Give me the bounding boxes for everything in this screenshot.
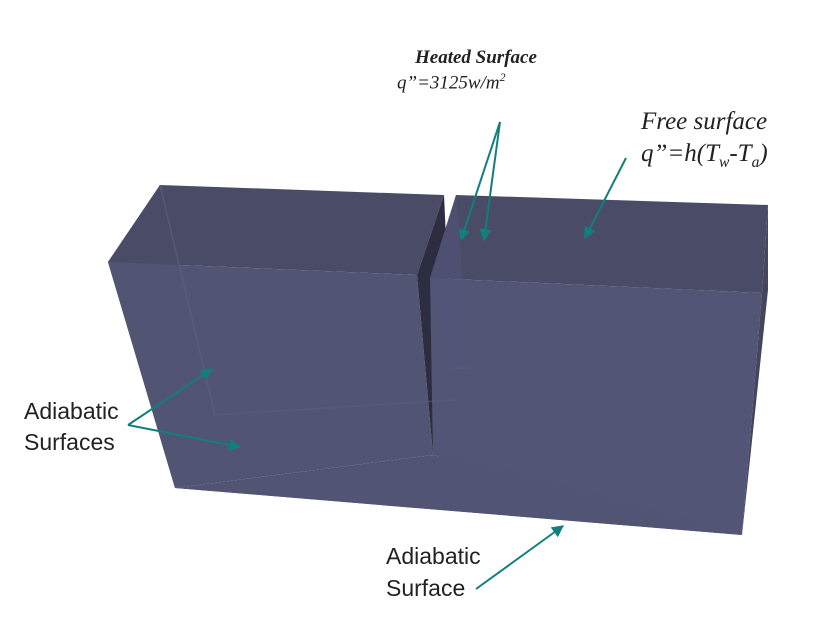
right-top-face xyxy=(430,195,768,293)
left-front-face xyxy=(108,262,433,488)
free-eq-sub-w: w xyxy=(719,154,730,171)
free-surface-arrow xyxy=(584,157,627,240)
free-eq-sub-a: a xyxy=(751,154,760,171)
heated-flux-text: q”=3125w/m xyxy=(397,72,500,94)
left-top-face xyxy=(108,185,444,275)
free-surface-equation: q”=h(Tw-Ta) xyxy=(641,140,768,172)
adiabatic-surface-label-line2: Surface xyxy=(386,575,466,601)
free-eq-part-c: ) xyxy=(759,140,768,167)
free-eq-part-b: -T xyxy=(729,140,752,167)
free-eq-part-a: q”=h(T xyxy=(641,140,720,167)
heated-flux-exponent: 2 xyxy=(499,71,506,84)
adiabatic-side-arrow-1 xyxy=(127,368,213,426)
adiabatic-surfaces-label-line2: Surfaces xyxy=(24,429,115,455)
heated-block xyxy=(108,184,768,535)
heated-arrow-2 xyxy=(479,121,501,242)
heated-surface-title: Heated Surface xyxy=(415,47,537,68)
heated-surface-flux: q”=3125w/m2 xyxy=(397,71,505,94)
adiabatic-side-arrow-2 xyxy=(127,424,242,451)
base-lower-band xyxy=(175,455,742,535)
free-surface-title: Free surface xyxy=(641,108,768,135)
adiabatic-surfaces-label-line1: Adiabatic xyxy=(24,398,119,424)
hidden-edge-bottom xyxy=(214,399,456,416)
slot-lip xyxy=(430,195,470,368)
adiabatic-surface-label-line1: Adiabatic xyxy=(386,543,481,569)
annotation-arrows xyxy=(127,121,627,590)
right-front-face xyxy=(430,278,762,535)
adiabatic-bottom-arrow xyxy=(475,525,564,590)
heated-arrow-1 xyxy=(458,121,501,242)
